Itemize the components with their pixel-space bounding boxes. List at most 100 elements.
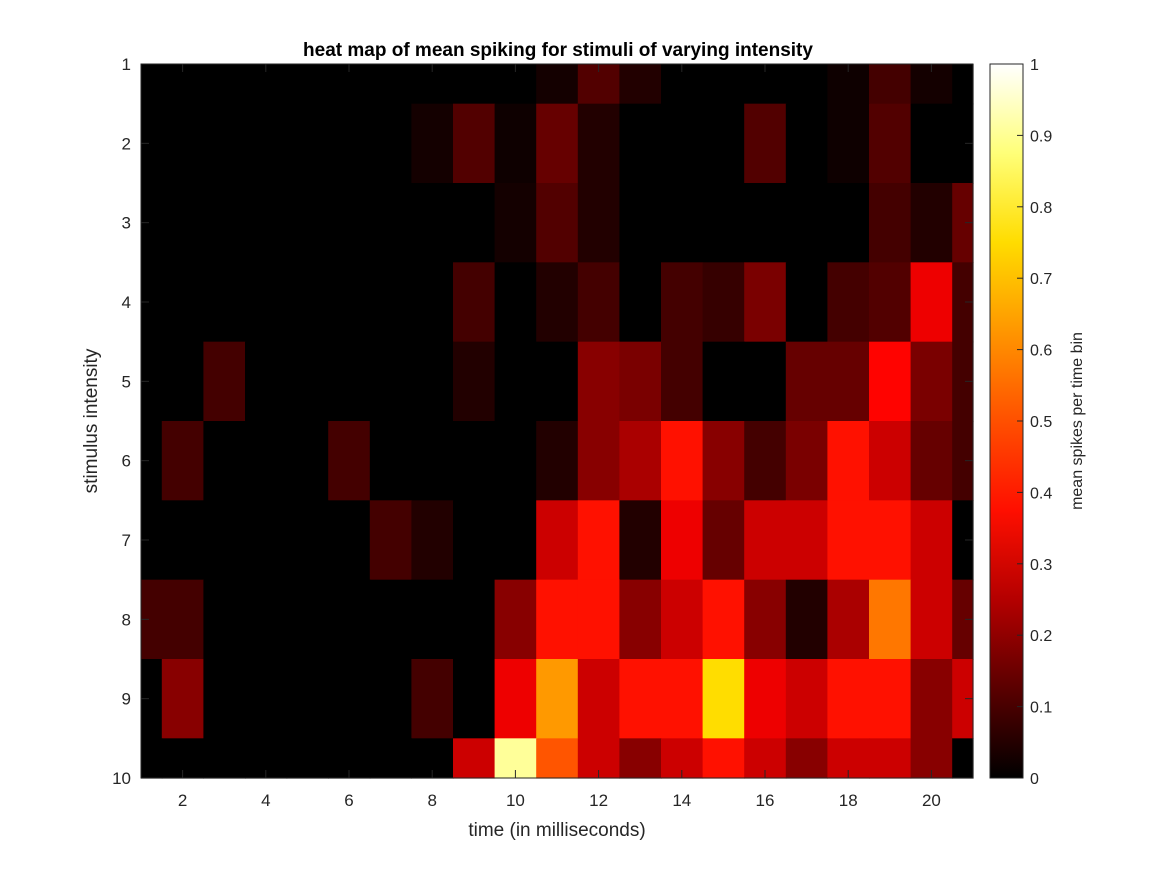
colorbar-tick-label: 0.4 [1030, 485, 1052, 502]
heatmap-cell [494, 500, 537, 581]
heatmap-cell [161, 421, 204, 501]
heatmap-cell [203, 579, 246, 660]
heatmap-cell [785, 262, 828, 343]
heatmap-cell [952, 500, 974, 581]
heatmap-cell [910, 500, 953, 581]
x-tick-label: 4 [261, 791, 270, 810]
heatmap-cell [245, 659, 288, 739]
heatmap-cell [411, 500, 454, 581]
heatmap-cell [744, 421, 787, 501]
chart-title: heat map of mean spiking for stimuli of … [303, 40, 813, 61]
heatmap-cell [702, 183, 745, 263]
heatmap-cell [952, 262, 974, 343]
colorbar-tick-label: 0.5 [1030, 414, 1052, 431]
heatmap-cell [369, 341, 412, 422]
heatmap-cell [141, 738, 163, 779]
heatmap-cell [661, 500, 704, 581]
heatmap-cell [286, 421, 329, 501]
y-tick-label: 6 [122, 452, 131, 471]
heatmap-cell [785, 500, 828, 581]
heatmap-cell [453, 103, 496, 184]
heatmap-cell [411, 421, 454, 501]
heatmap-cell [411, 103, 454, 184]
heatmap-cell [141, 64, 163, 105]
heatmap-cells [141, 64, 974, 779]
heatmap-cell [203, 659, 246, 739]
heatmap-cell [577, 262, 620, 343]
heatmap-cell [827, 659, 870, 739]
heatmap-cell [869, 659, 912, 739]
heatmap-cell [411, 579, 454, 660]
heatmap-cell [141, 579, 163, 660]
heatmap-cell [785, 103, 828, 184]
heatmap-cell [203, 183, 246, 263]
heatmap-cell [411, 341, 454, 422]
y-tick-label: 8 [122, 610, 131, 629]
heatmap-cell [369, 64, 412, 105]
heatmap-cell [744, 500, 787, 581]
heatmap-cell [869, 64, 912, 105]
heatmap-cell [952, 64, 974, 105]
heatmap-cell [536, 421, 579, 501]
heatmap-cell [952, 183, 974, 263]
heatmap-cell [619, 738, 662, 779]
heatmap-cell [203, 738, 246, 779]
heatmap-cell [744, 262, 787, 343]
y-axis-label: stimulus intensity [81, 348, 102, 493]
heatmap-cell [952, 579, 974, 660]
heatmap-cell [141, 341, 163, 422]
heatmap-cell [702, 738, 745, 779]
heatmap-cell [453, 579, 496, 660]
heatmap-cell [141, 262, 163, 343]
heatmap-cell [536, 738, 579, 779]
heatmap-cell [328, 341, 371, 422]
heatmap-cell [245, 341, 288, 422]
colorbar-tick-label: 0.6 [1030, 343, 1052, 360]
heatmap-cell [577, 103, 620, 184]
heatmap-cell [785, 579, 828, 660]
heatmap-cell [536, 659, 579, 739]
heatmap-cell [203, 341, 246, 422]
heatmap-cell [369, 262, 412, 343]
heatmap-cell [910, 659, 953, 739]
heatmap-cell [141, 183, 163, 263]
heatmap-cell [952, 103, 974, 184]
heatmap-cell [827, 579, 870, 660]
heatmap-cell [203, 64, 246, 105]
heatmap-cell [577, 659, 620, 739]
heatmap-cell [869, 421, 912, 501]
x-tick-label: 16 [756, 791, 775, 810]
heatmap-cell [577, 183, 620, 263]
heatmap-cell [577, 341, 620, 422]
heatmap-cell [952, 659, 974, 739]
x-tick-label: 12 [589, 791, 608, 810]
plot-area-frame [140, 63, 974, 779]
heatmap-cell [536, 103, 579, 184]
heatmap-cell [702, 421, 745, 501]
heatmap-cell [619, 579, 662, 660]
heatmap-cell [141, 103, 163, 184]
heatmap-cell [785, 738, 828, 779]
heatmap-cell [827, 421, 870, 501]
heatmap-cell [286, 262, 329, 343]
heatmap-cell [141, 659, 163, 739]
heatmap-cell [328, 262, 371, 343]
x-tick-label: 10 [506, 791, 525, 810]
heatmap-cell [494, 659, 537, 739]
heatmap-cell [203, 421, 246, 501]
colorbar-tick-label: 0.7 [1030, 271, 1052, 288]
heatmap-cell [411, 659, 454, 739]
heatmap-cell [577, 500, 620, 581]
heatmap-cell [661, 421, 704, 501]
heatmap-cell [661, 103, 704, 184]
heatmap-cell [494, 341, 537, 422]
heatmap-cell [161, 341, 204, 422]
heatmap-cell [744, 341, 787, 422]
heatmap-cell [369, 659, 412, 739]
heatmap-cell [785, 341, 828, 422]
heatmap-cell [161, 579, 204, 660]
heatmap-cell [286, 341, 329, 422]
heatmap-cell [245, 183, 288, 263]
y-tick-label: 2 [122, 134, 131, 153]
